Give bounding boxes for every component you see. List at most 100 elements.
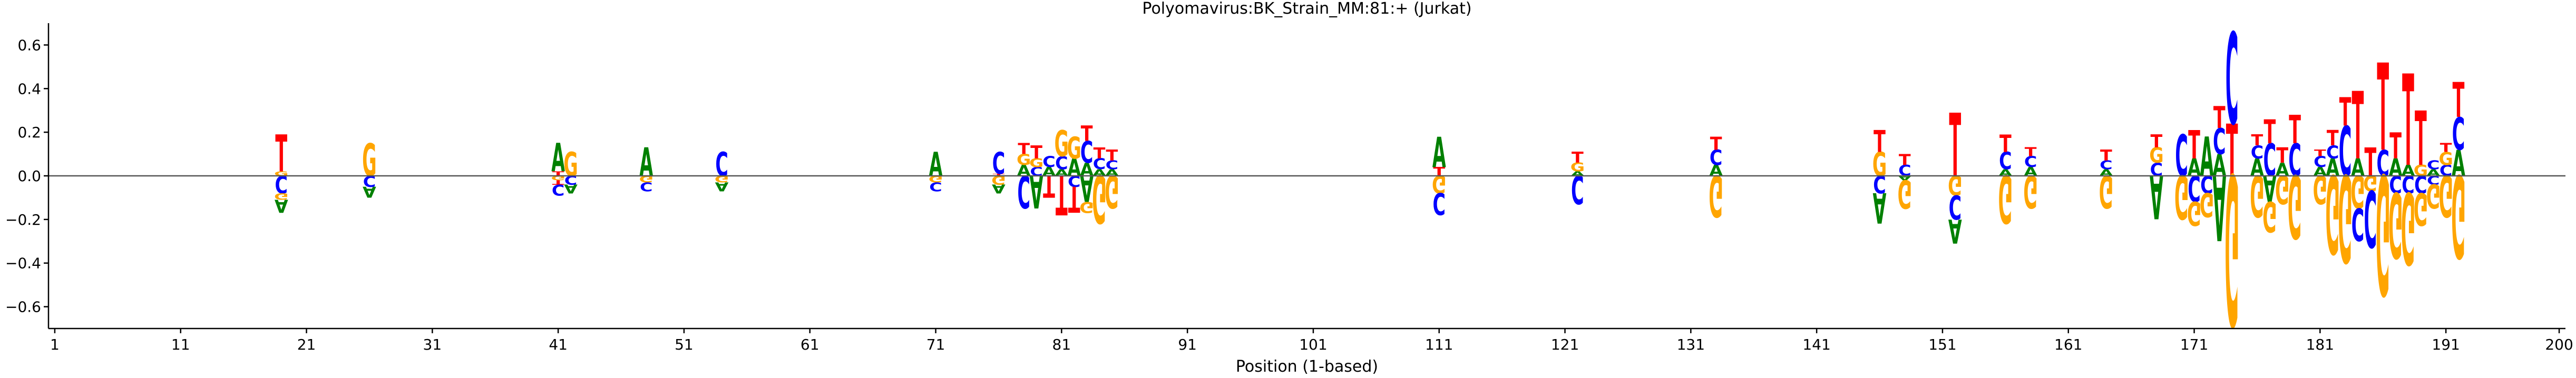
svg-text:T: T xyxy=(2415,96,2427,183)
logo-letter-C: C xyxy=(1068,172,1080,190)
svg-text:G: G xyxy=(2187,194,2201,232)
svg-text:C: C xyxy=(1873,170,1886,197)
svg-text:C: C xyxy=(2427,158,2440,172)
svg-text:G: G xyxy=(2388,172,2403,276)
logo-letter-G: G xyxy=(1029,156,1043,170)
svg-text:G: G xyxy=(362,135,376,187)
logo-letter-T: T xyxy=(1030,142,1042,163)
logo-letter-T: T xyxy=(2100,147,2112,164)
logo-letter-C: C xyxy=(2427,158,2440,172)
logo-letter-C: C xyxy=(1080,135,1093,170)
svg-text:G: G xyxy=(2313,166,2327,212)
logo-letter-C: C xyxy=(2339,113,2351,193)
svg-text:C: C xyxy=(1898,162,1911,180)
svg-text:T: T xyxy=(1949,96,1961,197)
svg-text:A: A xyxy=(363,183,376,200)
logo-letter-C: C xyxy=(1042,154,1055,171)
logo-letter-T: T xyxy=(1710,133,1722,154)
logo-letter-G: G xyxy=(1570,161,1585,174)
svg-text:G: G xyxy=(2414,182,2428,234)
svg-text:G: G xyxy=(1029,156,1043,170)
svg-text:C: C xyxy=(2389,170,2402,197)
svg-text:A: A xyxy=(1017,162,1031,180)
logo-letter-G: G xyxy=(2426,177,2441,215)
logo-letter-G: G xyxy=(2149,143,2163,168)
x-tick-label: 31 xyxy=(423,336,442,353)
svg-text:T: T xyxy=(1081,122,1093,146)
logo-letter-T: T xyxy=(1874,124,1886,159)
logo-letter-A: A xyxy=(2200,126,2214,189)
svg-text:G: G xyxy=(2363,171,2377,195)
svg-text:C: C xyxy=(1042,154,1055,171)
logo-letter-C: C xyxy=(2200,170,2213,197)
logo-letter-C: C xyxy=(1571,166,1584,212)
logo-letter-A: A xyxy=(2212,155,2226,259)
svg-text:C: C xyxy=(2251,142,2263,163)
logo-letter-T: T xyxy=(552,179,564,186)
svg-text:A: A xyxy=(2212,155,2226,259)
logo-letter-A: A xyxy=(1030,165,1043,217)
svg-text:G: G xyxy=(1872,146,1887,184)
logo-letter-G: G xyxy=(1079,198,1094,215)
logo-letter-C: C xyxy=(1017,165,1030,217)
svg-text:G: G xyxy=(1092,160,1106,237)
logo-letter-A: A xyxy=(2351,154,2365,182)
svg-text:T: T xyxy=(993,173,1006,177)
svg-text:T: T xyxy=(2151,131,2163,152)
logo-letter-T: T xyxy=(2389,125,2402,167)
logo-letter-G: G xyxy=(1055,123,1069,165)
chart-title: Polyomavirus:BK_Strain_MM:81:+ (Jurkat) xyxy=(1142,0,1471,18)
svg-text:C: C xyxy=(2263,135,2276,187)
logo-letter-C: C xyxy=(2288,135,2301,187)
logo-letter-A: A xyxy=(2326,154,2339,182)
svg-text:G: G xyxy=(1709,162,1723,228)
svg-text:C: C xyxy=(1055,153,1068,173)
logo-letter-A: A xyxy=(2212,148,2226,183)
svg-text:G: G xyxy=(2262,192,2277,241)
svg-text:G: G xyxy=(2414,162,2428,180)
x-axis-label: Position (1-based) xyxy=(1236,357,1378,376)
logo-letter-G: G xyxy=(1872,146,1887,184)
logo-letter-A: A xyxy=(1948,212,1962,250)
logo-letter-T: T xyxy=(2352,72,2364,181)
svg-text:C: C xyxy=(2226,8,2238,154)
logo-letter-G: G xyxy=(274,191,288,202)
svg-text:C: C xyxy=(1571,166,1584,212)
logo-letter-G: G xyxy=(2388,172,2403,276)
x-tick-label: 61 xyxy=(801,336,819,353)
y-tick-label: 0.0 xyxy=(17,167,41,185)
logo-letter-G: G xyxy=(2174,162,2189,232)
logo-letter-G: G xyxy=(1432,170,1446,197)
svg-text:A: A xyxy=(2402,162,2415,180)
logo-letter-C: C xyxy=(2213,121,2226,163)
x-tick-label: 71 xyxy=(926,336,945,353)
svg-text:T: T xyxy=(2263,113,2276,151)
logo-letter-G: G xyxy=(2401,170,2415,285)
logo-letter-A: A xyxy=(2263,167,2277,209)
svg-text:C: C xyxy=(2414,170,2427,197)
svg-text:T: T xyxy=(1056,163,1068,226)
svg-text:G: G xyxy=(2376,136,2390,327)
svg-text:G: G xyxy=(2224,127,2239,367)
svg-text:T: T xyxy=(2339,89,2351,135)
logo-letter-A: A xyxy=(551,135,565,181)
svg-text:T: T xyxy=(2453,74,2465,129)
logo-letter-A: A xyxy=(1432,128,1446,177)
logo-letter-A: A xyxy=(564,182,578,195)
svg-text:G: G xyxy=(2149,143,2163,168)
svg-text:G: G xyxy=(2438,148,2453,169)
svg-text:G: G xyxy=(563,146,578,184)
x-tick-label: 11 xyxy=(171,336,190,353)
svg-text:G: G xyxy=(1898,171,1912,216)
logo-letter-A: A xyxy=(1709,162,1723,180)
logo-letter-T: T xyxy=(2327,126,2339,151)
logo-letter-A: A xyxy=(275,195,288,216)
logo-letter-C: C xyxy=(2364,172,2377,262)
logo-letter-G: G xyxy=(563,146,578,184)
logo-letter-T: T xyxy=(1572,149,1584,166)
svg-text:A: A xyxy=(275,195,288,216)
svg-text:C: C xyxy=(715,146,728,184)
logo-letter-C: C xyxy=(715,146,728,184)
